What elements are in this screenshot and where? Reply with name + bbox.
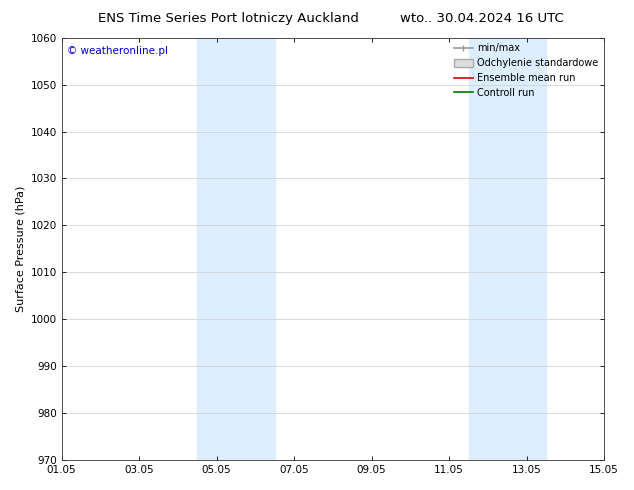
Text: ENS Time Series Port lotniczy Auckland: ENS Time Series Port lotniczy Auckland	[98, 12, 359, 25]
Bar	[197, 38, 275, 460]
Bar	[469, 38, 546, 460]
Text: © weatheronline.pl: © weatheronline.pl	[67, 46, 168, 56]
Y-axis label: Surface Pressure (hPa): Surface Pressure (hPa)	[15, 186, 25, 312]
Legend: min/max, Odchylenie standardowe, Ensemble mean run, Controll run: min/max, Odchylenie standardowe, Ensembl…	[450, 40, 602, 102]
Text: wto.. 30.04.2024 16 UTC: wto.. 30.04.2024 16 UTC	[400, 12, 564, 25]
